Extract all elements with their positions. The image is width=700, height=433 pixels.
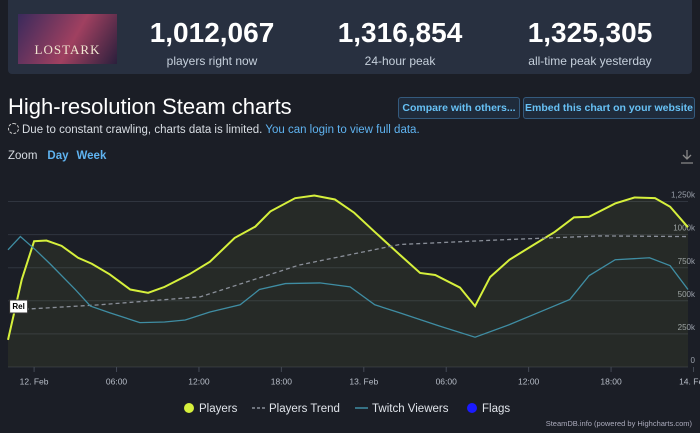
stat: 1,325,305 all-time peak yesterday: [500, 17, 680, 69]
stat-label: all-time peak yesterday: [528, 54, 652, 68]
y-tick-label: 0: [691, 356, 696, 365]
x-tick-label: 13. Feb: [349, 376, 378, 386]
game-logo[interactable]: LOSTARK: [18, 14, 117, 64]
stat-value: 1,316,854: [337, 17, 463, 48]
legend-label: Twitch Viewers: [372, 403, 449, 415]
login-link[interactable]: You can login to view full data.: [265, 124, 420, 136]
y-tick-label: 1000k: [673, 224, 696, 233]
y-tick-label: 750k: [678, 257, 696, 266]
legend-label: Players Trend: [269, 403, 340, 415]
compare-button[interactable]: Compare with others...: [398, 97, 520, 119]
stat-label: players right now: [166, 54, 258, 68]
flag-label: Rel: [12, 302, 24, 311]
area: [8, 195, 688, 367]
download-icon[interactable]: [681, 150, 693, 164]
zoom-label: Zoom: [8, 150, 38, 162]
x-tick-label: 12. Feb: [20, 376, 49, 386]
stats-bar: [8, 0, 692, 74]
flag: [9, 299, 29, 314]
x-tick-label: 06:00: [106, 376, 128, 386]
notice-text: Due to constant crawling, charts data is…: [22, 124, 263, 136]
series-line: [10, 235, 689, 311]
stat: 1,012,067 players right now: [122, 17, 302, 69]
x-tick-label: 12:00: [188, 376, 210, 386]
zoom-bar: Zoom Day Week: [8, 150, 106, 162]
legend-label: Flags: [482, 403, 510, 415]
stat: 1,316,854 24-hour peak: [310, 17, 490, 69]
zoom-option[interactable]: Week: [76, 150, 107, 162]
notice: Due to constant crawling, charts data is…: [8, 123, 420, 136]
stat-label: 24-hour peak: [364, 54, 436, 68]
credit: SteamDB.info (powered by Highcharts.com): [546, 419, 693, 428]
y-tick-label: 1,250k: [671, 191, 696, 200]
x-tick-label: 14. Feb: [679, 376, 700, 386]
x-tick-label: 18:00: [600, 376, 622, 386]
legend-label: Players: [199, 403, 238, 415]
x-tick-label: 12:00: [518, 376, 540, 386]
stat-value: 1,325,305: [527, 17, 653, 48]
spinner-icon: [8, 123, 19, 134]
y-tick-label: 500k: [678, 290, 696, 299]
x-tick-label: 06:00: [436, 376, 458, 386]
embed-button[interactable]: Embed this chart on your website: [523, 97, 695, 119]
legend-symbol: [184, 403, 194, 413]
series-line: [7, 194, 689, 341]
series-line: [7, 235, 689, 338]
page-title: High-resolution Steam charts: [8, 94, 292, 119]
zoom-option[interactable]: Day: [47, 150, 69, 162]
legend-symbol: [467, 403, 477, 413]
x-tick-label: 18:00: [271, 376, 293, 386]
y-tick-label: 250k: [678, 323, 696, 332]
stat-value: 1,012,067: [149, 17, 275, 48]
